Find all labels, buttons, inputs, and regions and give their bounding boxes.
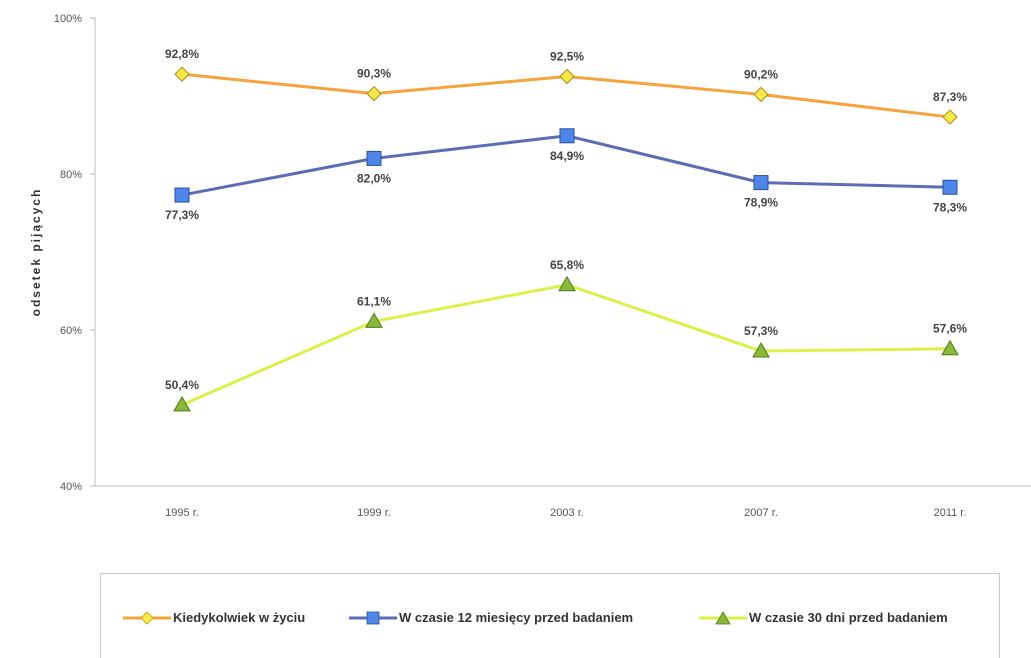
legend-item-series-3: W czasie 30 dni przed badaniem	[699, 610, 948, 625]
legend-swatch-orange-diamond-icon	[123, 610, 171, 625]
x-tick-label: 1999 r.	[357, 507, 391, 519]
legend-swatch-blue-square-icon	[349, 611, 397, 624]
data-point-marker	[365, 312, 383, 328]
legend: Kiedykolwiek w życiu W czasie 12 miesięc…	[100, 573, 1000, 658]
data-label: 78,3%	[933, 200, 967, 214]
x-ticks: 1995 r. 1999 r. 2003 r. 2007 r. 2011 r.	[165, 507, 966, 519]
data-label: 78,9%	[744, 196, 778, 210]
data-point-marker	[366, 150, 382, 166]
legend-item-series-2: W czasie 12 miesięcy przed badaniem	[349, 610, 633, 625]
data-label: 77,3%	[165, 208, 199, 222]
data-point-marker	[173, 395, 191, 412]
legend-label-series-3: W czasie 30 dni przed badaniem	[749, 610, 948, 625]
data-label: 82,0%	[357, 171, 391, 185]
data-label: 87,3%	[933, 90, 967, 104]
data-label: 50,4%	[165, 378, 199, 392]
data-point-marker	[942, 109, 958, 125]
data-point-marker	[752, 342, 770, 358]
x-tick-label: 2003 r.	[550, 507, 584, 519]
data-label: 57,6%	[933, 322, 967, 336]
data-label: 90,2%	[744, 67, 778, 81]
data-point-marker	[559, 68, 575, 85]
y-tick-label: 100%	[54, 13, 82, 25]
series-line-3	[181, 283, 951, 407]
x-tick-label: 2007 r.	[744, 507, 778, 519]
y-axis-title: odsetek pijących	[29, 188, 43, 317]
data-point-marker	[559, 128, 575, 144]
data-label: 92,5%	[550, 50, 584, 64]
data-point-marker	[941, 339, 959, 356]
data-point-marker	[753, 175, 769, 191]
data-point-marker	[174, 187, 190, 203]
data-label: 84,9%	[550, 149, 584, 163]
data-point-marker	[558, 275, 576, 292]
data-point-marker	[174, 66, 190, 82]
x-tick-label: 2011 r.	[934, 507, 967, 519]
y-tick-label: 80%	[60, 169, 82, 181]
legend-label-series-2: W czasie 12 miesięcy przed badaniem	[399, 610, 634, 625]
y-tick-label: 40%	[60, 481, 82, 493]
data-point-marker	[366, 85, 382, 102]
series-layer: 92,8% 90,3% 92,5% 90,2% 87,3% 77,3% 82,0% 84,9%…	[165, 47, 967, 412]
data-label: 92,8%	[165, 47, 199, 61]
line-chart: odsetek pijących 40%60%80%100% 1995 r. 19…	[29, 13, 1031, 519]
data-label: 61,1%	[357, 294, 391, 308]
data-label: 65,8%	[550, 258, 584, 272]
legend-label-series-1: Kiedykolwiek w życiu	[173, 610, 306, 625]
y-tick-label: 60%	[60, 325, 82, 337]
legend-swatch-green-triangle-icon	[699, 610, 747, 624]
data-point-marker	[753, 86, 769, 103]
legend-item-series-1: Kiedykolwiek w życiu	[123, 610, 305, 625]
series-line-2	[181, 134, 951, 197]
x-tick-label: 1995 r.	[165, 507, 199, 519]
y-ticks: 40% 60% 80% 100%	[54, 13, 95, 493]
data-label: 90,3%	[357, 67, 391, 81]
data-point-marker	[942, 179, 958, 195]
data-label: 57,3%	[744, 324, 778, 338]
